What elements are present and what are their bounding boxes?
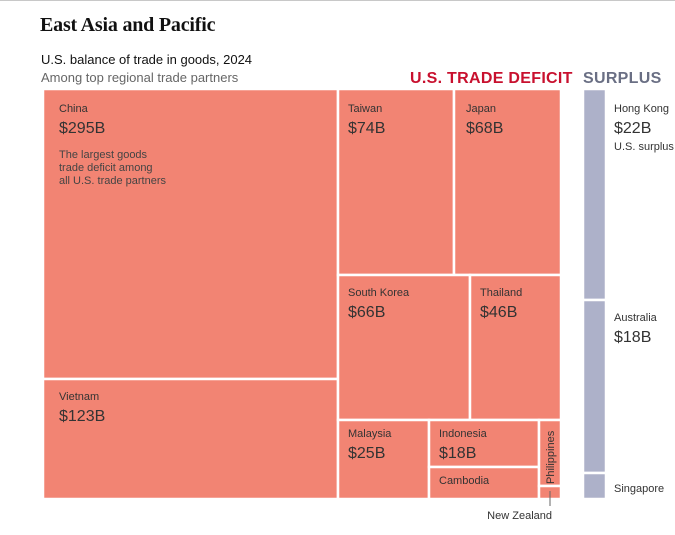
label-thailand: Thailand [480, 287, 522, 299]
tile-cambodia [427, 465, 541, 501]
tile-japan [452, 87, 563, 277]
china-note-line: all U.S. trade partners [59, 175, 166, 187]
surplus-heading: SURPLUS [583, 70, 662, 87]
label-australia: Australia [614, 312, 658, 324]
tile-australia [581, 298, 608, 475]
deficit-heading: U.S. TRADE DEFICIT [410, 70, 573, 87]
label-indonesia: Indonesia [439, 428, 488, 440]
label-south-korea: South Korea [348, 287, 410, 299]
label-malaysia: Malaysia [348, 428, 392, 440]
label-hong-kong: Hong Kong [614, 103, 669, 115]
tile-taiwan [336, 87, 456, 277]
chart-title: East Asia and Pacific [40, 14, 216, 36]
note-hong-kong: U.S. surplus [614, 141, 674, 153]
label-taiwan: Taiwan [348, 103, 382, 115]
label-philippines: Philippines [545, 430, 557, 484]
china-note-line: The largest goods [59, 149, 148, 161]
value-malaysia: $25B [348, 445, 385, 462]
value-australia: $18B [614, 329, 651, 346]
value-china: $295B [59, 120, 105, 137]
label-china: China [59, 103, 89, 115]
value-indonesia: $18B [439, 445, 476, 462]
tile-singapore [581, 471, 608, 501]
value-taiwan: $74B [348, 120, 385, 137]
value-hong-kong: $22B [614, 120, 651, 137]
tile-indonesia [427, 418, 541, 469]
label-singapore: Singapore [614, 483, 664, 495]
tile-china [41, 87, 340, 381]
value-south-korea: $66B [348, 304, 385, 321]
label-vietnam: Vietnam [59, 391, 99, 403]
value-vietnam: $123B [59, 408, 105, 425]
value-japan: $68B [466, 120, 503, 137]
value-thailand: $46B [480, 304, 517, 321]
top-rule [0, 0, 675, 1]
label-cambodia: Cambodia [439, 475, 490, 487]
tile-hong-kong [581, 87, 608, 302]
tile-thailand [468, 273, 563, 422]
china-note-line: trade deficit among [59, 162, 153, 174]
label-japan: Japan [466, 103, 496, 115]
label-new-zealand: New Zealand [487, 510, 552, 522]
tile-malaysia [336, 418, 431, 501]
chart-subtitle: U.S. balance of trade in goods, 2024 [41, 52, 253, 67]
chart-subnote: Among top regional trade partners [41, 70, 239, 85]
tile-vietnam [41, 377, 340, 501]
